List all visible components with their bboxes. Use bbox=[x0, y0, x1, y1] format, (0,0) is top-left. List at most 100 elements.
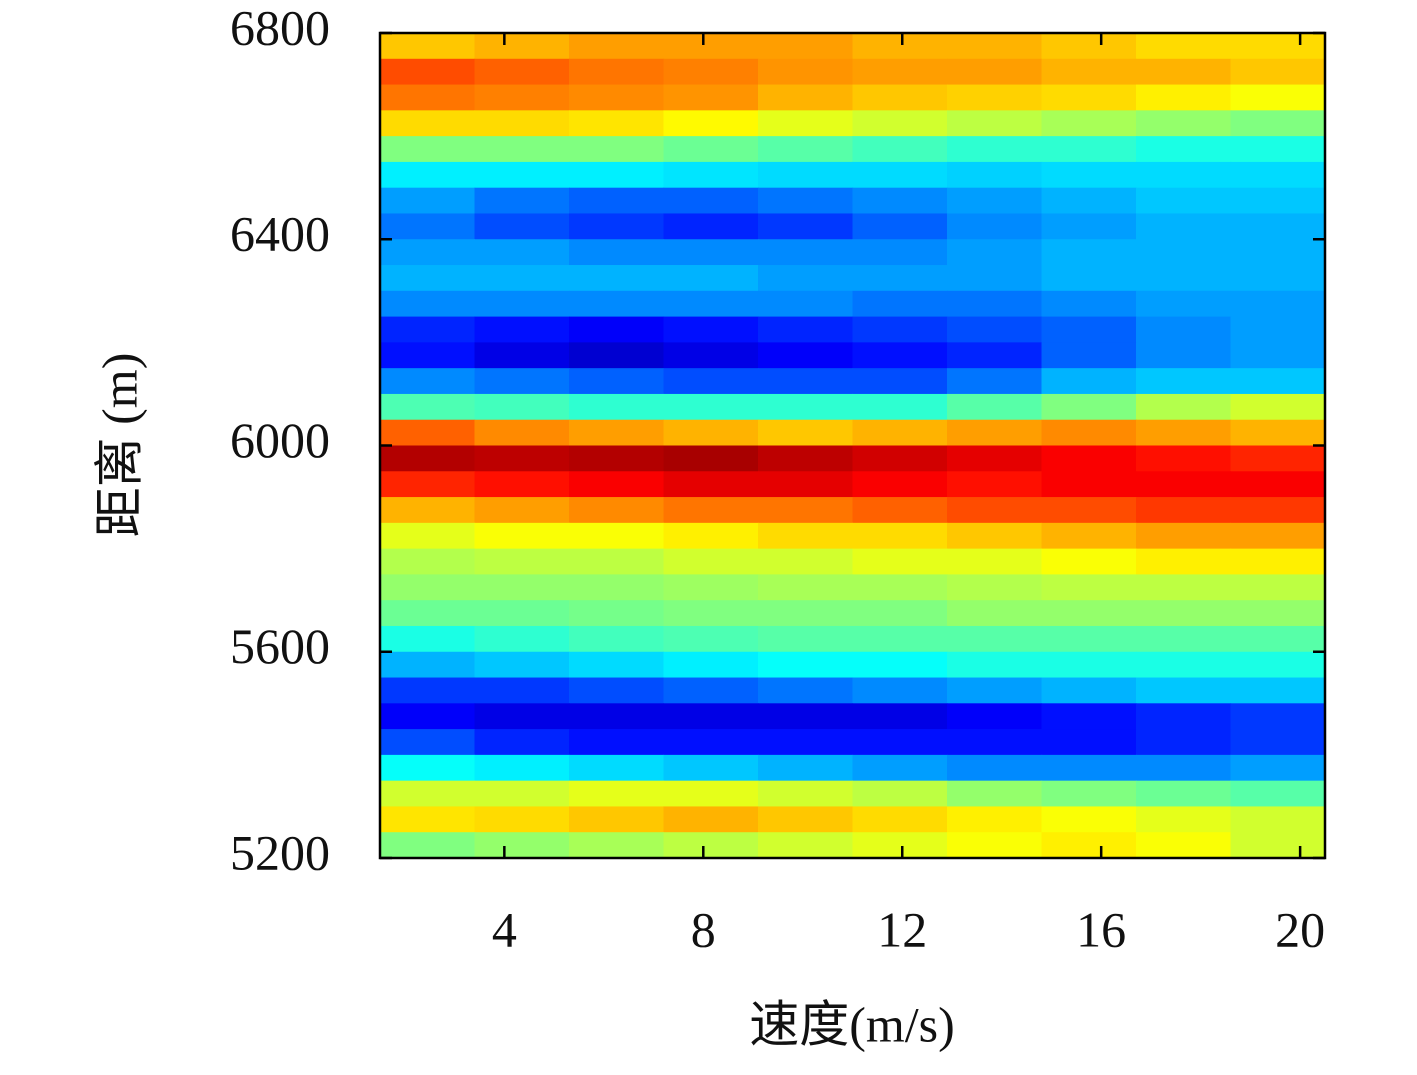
heatmap-cell bbox=[852, 213, 948, 240]
heatmap-cell bbox=[947, 393, 1043, 421]
heatmap-cell bbox=[758, 33, 854, 60]
heatmap-cell bbox=[1230, 419, 1326, 447]
heatmap-cell bbox=[947, 780, 1043, 808]
heatmap-cell bbox=[380, 780, 476, 808]
x-tick-label: 8 bbox=[691, 901, 716, 957]
heatmap-cell bbox=[663, 110, 759, 137]
heatmap-cell bbox=[947, 471, 1043, 498]
heatmap-cell bbox=[947, 574, 1043, 601]
heatmap-cell bbox=[1230, 290, 1326, 318]
heatmap-cell bbox=[1230, 239, 1326, 266]
heatmap-cell bbox=[1041, 84, 1137, 111]
heatmap-cell bbox=[852, 84, 948, 111]
heatmap-cell bbox=[1041, 806, 1137, 833]
heatmap-cell bbox=[663, 832, 759, 859]
heatmap-cell bbox=[474, 84, 570, 111]
heatmap-cell bbox=[1230, 445, 1326, 472]
heatmap-cell bbox=[947, 213, 1043, 240]
heatmap-cell bbox=[758, 84, 854, 111]
x-tick-label: 16 bbox=[1076, 901, 1126, 957]
heatmap-cell bbox=[663, 703, 759, 730]
heatmap-cell bbox=[1041, 213, 1137, 240]
heatmap-cell bbox=[758, 806, 854, 833]
heatmap-cell bbox=[758, 600, 854, 627]
heatmap-cell bbox=[569, 187, 665, 215]
heatmap-cell bbox=[1041, 600, 1137, 627]
heatmap-cell bbox=[474, 58, 570, 86]
heatmap-cell bbox=[947, 703, 1043, 730]
heatmap-cell bbox=[1230, 625, 1326, 653]
heatmap-cell bbox=[947, 754, 1043, 782]
heatmap-cell bbox=[1230, 703, 1326, 730]
heatmap-cell bbox=[1041, 548, 1137, 576]
heatmap-cell bbox=[758, 136, 854, 163]
heatmap-cell bbox=[1041, 239, 1137, 266]
y-tick-label: 6400 bbox=[230, 206, 330, 262]
heatmap-cell bbox=[474, 729, 570, 756]
heatmap-cell bbox=[947, 651, 1043, 679]
heatmap-cell bbox=[380, 625, 476, 653]
heatmap-cell bbox=[758, 780, 854, 808]
heatmap-cell bbox=[569, 445, 665, 472]
heatmap-cell bbox=[474, 600, 570, 627]
heatmap-cell bbox=[852, 187, 948, 215]
heatmap-cell bbox=[852, 265, 948, 292]
heatmap-cell bbox=[663, 187, 759, 215]
heatmap-cell bbox=[852, 806, 948, 833]
heatmap-cell bbox=[1136, 548, 1232, 576]
heatmap-cell bbox=[663, 33, 759, 60]
heatmap-cell bbox=[1136, 703, 1232, 730]
heatmap-cell bbox=[569, 393, 665, 421]
heatmap-cell bbox=[1041, 316, 1137, 343]
heatmap-cell bbox=[1230, 213, 1326, 240]
heatmap-cell bbox=[1230, 33, 1326, 60]
heatmap-cell bbox=[1136, 110, 1232, 137]
heatmap-cell bbox=[663, 780, 759, 808]
heatmap-cell bbox=[1230, 780, 1326, 808]
heatmap-cell bbox=[758, 265, 854, 292]
heatmap-cell bbox=[1041, 522, 1137, 550]
heatmap-cell bbox=[1230, 84, 1326, 111]
heatmap-cell bbox=[1041, 290, 1137, 318]
heatmap-cell bbox=[758, 290, 854, 318]
heatmap-cell bbox=[569, 625, 665, 653]
heatmap-cell bbox=[663, 574, 759, 601]
heatmap-cell bbox=[569, 806, 665, 833]
heatmap-cell bbox=[1136, 161, 1232, 189]
heatmap-cell bbox=[852, 497, 948, 524]
heatmap-cell bbox=[758, 522, 854, 550]
heatmap-cell bbox=[380, 677, 476, 704]
heatmap-cell bbox=[1230, 393, 1326, 421]
x-tick-label: 20 bbox=[1275, 901, 1325, 957]
heatmap-cell bbox=[474, 677, 570, 704]
heatmap-cell bbox=[1230, 600, 1326, 627]
heatmap-cell bbox=[474, 161, 570, 189]
y-axis-label: 距离 (m) bbox=[91, 353, 147, 538]
heatmap-cell bbox=[947, 110, 1043, 137]
heatmap-cell bbox=[758, 651, 854, 679]
heatmap-cell bbox=[852, 651, 948, 679]
heatmap-cell bbox=[1041, 703, 1137, 730]
heatmap-cell bbox=[758, 239, 854, 266]
heatmap-cell bbox=[1136, 729, 1232, 756]
heatmap-cell bbox=[1230, 497, 1326, 524]
heatmap-cell bbox=[474, 780, 570, 808]
heatmap-cell bbox=[758, 729, 854, 756]
heatmap-cell bbox=[380, 58, 476, 86]
heatmap-cell bbox=[758, 161, 854, 189]
heatmap-cell bbox=[663, 342, 759, 369]
heatmap-cell bbox=[663, 136, 759, 163]
heatmap-cell bbox=[1041, 393, 1137, 421]
heatmap-cell bbox=[569, 110, 665, 137]
heatmap-cell bbox=[852, 136, 948, 163]
heatmap-cell bbox=[474, 625, 570, 653]
heatmap-cell bbox=[947, 58, 1043, 86]
heatmap-cell bbox=[758, 703, 854, 730]
heatmap-cell bbox=[1230, 368, 1326, 395]
heatmap-cell bbox=[947, 497, 1043, 524]
heatmap-cell bbox=[1041, 110, 1137, 137]
heatmap-cell bbox=[569, 703, 665, 730]
heatmap-cell bbox=[474, 239, 570, 266]
heatmap-cell bbox=[1136, 187, 1232, 215]
heatmap-cell bbox=[474, 290, 570, 318]
